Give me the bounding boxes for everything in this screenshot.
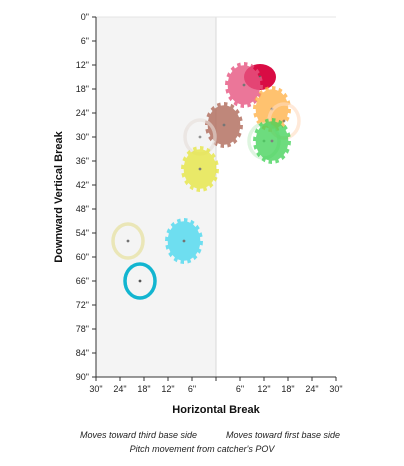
pitch-point-outline [123,262,157,300]
x-tick-label: 6" [236,384,244,394]
pitch-point-center [126,239,130,243]
x-tick-label: 12" [161,384,174,394]
pitch-point-center [182,239,186,243]
pitch-point [111,222,145,260]
x-tick-label: 24" [113,384,126,394]
y-tick-label: 18" [76,84,89,94]
pitch-point-center [270,139,274,143]
y-tick-label: 30" [76,132,89,142]
pitch-point-center [198,135,202,139]
x-tick-label: 18" [137,384,150,394]
y-tick-label: 6" [81,36,89,46]
y-tick-label: 84" [76,348,89,358]
y-tick-label: 72" [76,300,89,310]
y-tick-label: 60" [76,252,89,262]
x-tick-label: 18" [281,384,294,394]
y-tick-label: 54" [76,228,89,238]
pitch-point-center [242,83,246,87]
y-tick-label: 42" [76,180,89,190]
y-tick-label: 90" [76,372,89,382]
x-tick-label: 30" [329,384,342,394]
grid-layer [96,16,336,377]
y-tick-label: 0" [81,12,89,22]
points-layer [111,62,301,300]
pitch-point [253,118,291,164]
y-tick-label: 36" [76,156,89,166]
pitch-point-outline [111,222,145,260]
pitch-point-center [282,119,286,123]
pitch-point [181,146,219,192]
x-axis-title: Horizontal Break [172,404,260,416]
annotation-catcher-pov: Pitch movement from catcher's POV [129,444,275,454]
y-tick-label: 48" [76,204,89,214]
y-tick-label: 78" [76,324,89,334]
pitch-point [123,262,157,300]
pitch-point-center [222,123,226,127]
axes-layer: 0" 6" 12" 18" 24" 30" 36" 42" 48" 54" 60" 66" 72" 78"… [76,12,343,394]
pitch-point [165,218,203,264]
y-tick-label: 12" [76,60,89,70]
x-tick-label: 24" [305,384,318,394]
pitch-point [225,62,263,108]
y-axis-title: Downward Vertical Break [53,130,65,262]
x-tick-label: 6" [188,384,196,394]
third-base-side-shading [96,17,216,377]
pitch-point-center [198,167,202,171]
y-tick-label: 66" [76,276,89,286]
annotation-first-base-side: Moves toward first base side [226,430,341,440]
pitch-point-center [138,279,142,283]
annotation-third-base-side: Moves toward third base side [80,430,198,440]
y-tick-label: 24" [76,108,89,118]
x-tick-label: 30" [89,384,102,394]
x-tick-label: 12" [257,384,270,394]
